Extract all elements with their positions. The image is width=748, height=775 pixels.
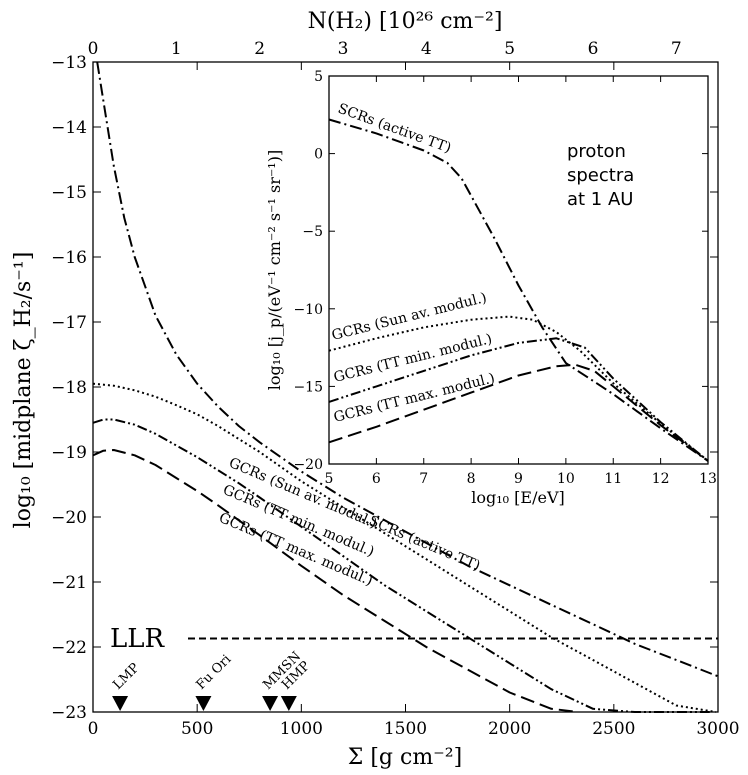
top-x-tick-label: 4 — [421, 39, 432, 59]
y-tick-label: −14 — [51, 118, 87, 138]
y-tick-label: −20 — [51, 508, 87, 528]
x-tick-label: 6 — [372, 471, 381, 487]
x-tick-label: 1000 — [280, 719, 323, 739]
x-tick-label: 0 — [88, 719, 99, 739]
inset-background — [329, 76, 708, 464]
x-tick-label: 5 — [325, 471, 334, 487]
y-tick-label: −16 — [51, 248, 87, 268]
marker-triangle — [280, 696, 297, 711]
y-tick-label: 5 — [314, 69, 323, 85]
y-tick-label: −13 — [51, 53, 87, 73]
y-tick-label: −20 — [293, 457, 323, 473]
series-line-gcrs-tt-max-modul — [328, 363, 709, 462]
marker-triangle — [195, 696, 212, 711]
inset-curves — [328, 118, 709, 462]
x-tick-label: 1500 — [384, 719, 427, 739]
top-x-tick-label: 3 — [338, 39, 349, 59]
x-tick-label: 13 — [699, 471, 717, 487]
x-tick-label: 8 — [467, 471, 476, 487]
main-axes: 0 500 1000 1500 2000 2500 3000−23−22−21−20−19−… — [51, 39, 740, 739]
series-line-gcrs-sun-av-modul — [328, 315, 709, 462]
series-line-gcrs-tt-min-modul — [92, 418, 710, 713]
main-label-scrs: SCRs (active TT) — [366, 513, 482, 574]
top-x-tick-label: 2 — [254, 39, 265, 59]
x-tick-label: 3000 — [696, 719, 739, 739]
inset-title-line-1: proton — [567, 141, 626, 162]
inset-title-line-3: at 1 AU — [567, 189, 633, 210]
top-x-tick-label: 5 — [504, 39, 515, 59]
y-tick-label: −23 — [51, 703, 87, 723]
x-tick-label: 12 — [652, 471, 670, 487]
y-tick-label: −17 — [51, 313, 87, 333]
y-tick-label: 0 — [314, 147, 323, 163]
top-x-tick-label: 7 — [671, 39, 682, 59]
x-tick-label: 2500 — [592, 719, 635, 739]
x-tick-label: 9 — [514, 471, 523, 487]
series-line-scrs-active-tt — [96, 61, 719, 678]
main-curves — [92, 61, 719, 713]
series-line-gcrs-tt-max-modul — [92, 449, 579, 713]
marker-triangle — [112, 696, 129, 711]
series-line-gcrs-tt-min-modul — [328, 337, 709, 462]
inset-title-line-2: spectra — [567, 165, 634, 186]
x-tick-label: 2000 — [488, 719, 531, 739]
inset-ylabel: log₁₀ [j_p/(eV⁻¹ cm⁻² s⁻¹ sr⁻¹)] — [265, 150, 284, 390]
inset-axes: 5 6 7 8 9 10 11 12 13 −20 −15 −10 −5 0 5 — [293, 69, 716, 487]
y-tick-label: −18 — [51, 378, 87, 398]
inset-xlabel: log₁₀ [E/eV] — [471, 488, 564, 507]
y-tick-label: −10 — [293, 302, 323, 318]
y-tick-label: −15 — [51, 183, 87, 203]
x-tick-label: 10 — [557, 471, 575, 487]
marker-label: Fu Ori — [194, 652, 235, 693]
top-x-tick-label: 0 — [88, 39, 99, 59]
main-xlabel: Σ [g cm⁻²] — [348, 745, 462, 770]
main-top-xlabel: N(H₂) [10²⁶ cm⁻²] — [308, 9, 503, 34]
x-tick-label: 500 — [181, 719, 213, 739]
top-x-tick-label: 1 — [171, 39, 182, 59]
x-tick-label: 7 — [419, 471, 428, 487]
y-tick-label: −15 — [293, 379, 323, 395]
marker-label: LMP — [110, 660, 142, 692]
y-tick-label: −5 — [302, 224, 323, 240]
y-tick-label: −19 — [51, 443, 87, 463]
top-x-tick-label: 6 — [588, 39, 599, 59]
x-tick-label: 11 — [604, 471, 622, 487]
y-tick-label: −21 — [51, 573, 87, 593]
main-ylabel: log₁₀ [midplane ζ_H₂/s⁻¹] — [11, 252, 36, 529]
llr-label: LLR — [110, 624, 166, 654]
y-tick-label: −22 — [51, 638, 87, 658]
series-line-scrs-active-tt — [328, 118, 709, 462]
marker-triangle — [262, 696, 279, 711]
